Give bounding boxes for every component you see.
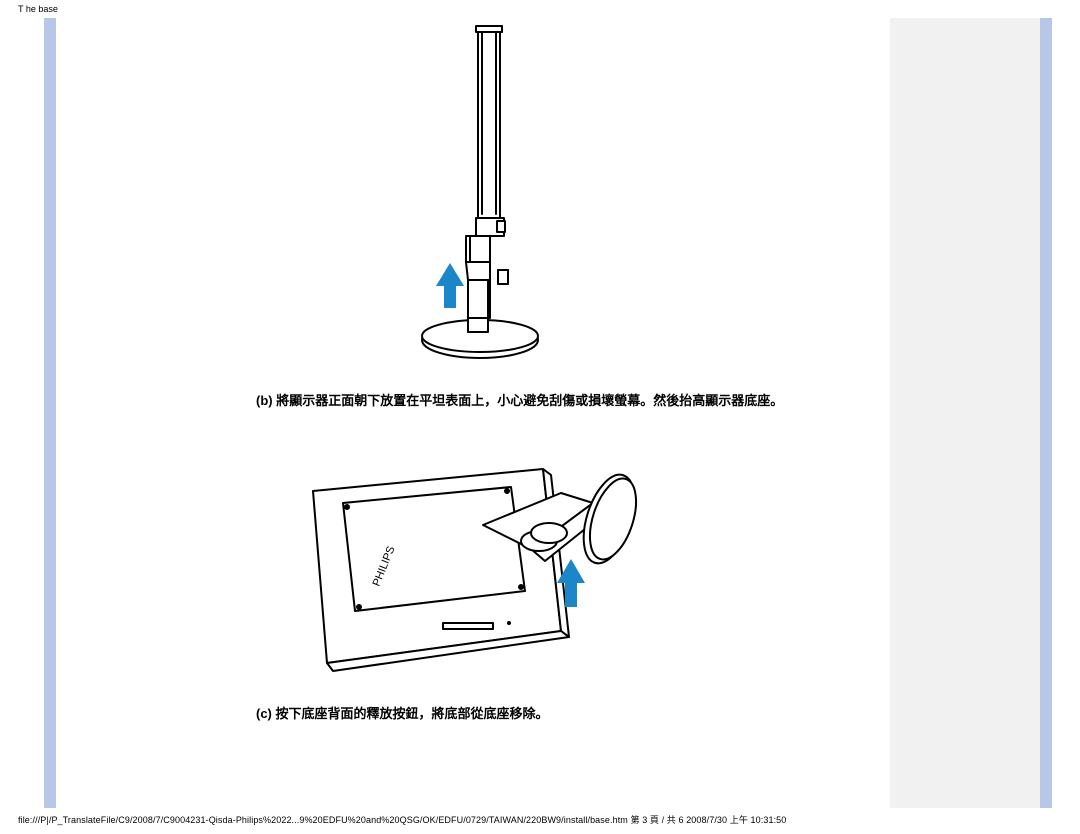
page-header-title: T he base	[18, 4, 58, 14]
content-frame: (b) 將顯示器正面朝下放置在平坦表面上，小心避免刮傷或損壞螢幕。然後抬高顯示器…	[44, 18, 1052, 808]
figure-2-container: PHILIPS	[56, 431, 890, 681]
monitor-facedown-illustration: PHILIPS	[293, 431, 653, 681]
left-sidebar-stripe	[44, 18, 56, 808]
monitor-side-illustration	[358, 18, 588, 368]
footer-file-path: file:///P|/P_TranslateFile/C9/2008/7/C90…	[18, 813, 786, 826]
step-c-text: (c) 按下底座背面的釋放按鈕，將底部從底座移除。	[256, 703, 890, 722]
right-panel	[890, 18, 1052, 808]
step-b-text: (b) 將顯示器正面朝下放置在平坦表面上，小心避免刮傷或損壞螢幕。然後抬高顯示器…	[256, 390, 890, 409]
main-content: (b) 將顯示器正面朝下放置在平坦表面上，小心避免刮傷或損壞螢幕。然後抬高顯示器…	[56, 18, 890, 808]
arrow-up-icon	[434, 263, 466, 308]
figure-1-container	[56, 18, 890, 368]
